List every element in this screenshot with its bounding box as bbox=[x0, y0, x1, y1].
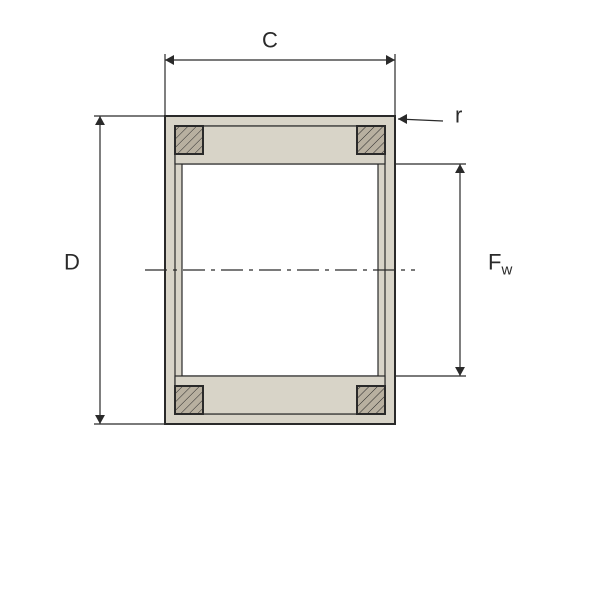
bottom-band bbox=[175, 376, 385, 414]
top-band bbox=[175, 126, 385, 164]
dim-label-fw: Fw bbox=[488, 250, 512, 279]
arrowhead bbox=[455, 164, 465, 173]
dim-label-r: r bbox=[455, 103, 462, 128]
arrowhead bbox=[455, 367, 465, 376]
dim-label-c: C bbox=[262, 28, 278, 53]
arrowhead bbox=[95, 116, 105, 125]
bearing-cross-section-diagram: C D Fw r bbox=[0, 0, 600, 600]
arrowhead bbox=[398, 114, 407, 124]
corner-block-3 bbox=[357, 386, 385, 414]
arrowhead bbox=[165, 55, 174, 65]
corner-block-0 bbox=[175, 126, 203, 154]
dim-label-d: D bbox=[64, 250, 80, 275]
corner-block-1 bbox=[357, 126, 385, 154]
arrowhead bbox=[386, 55, 395, 65]
corner-block-2 bbox=[175, 386, 203, 414]
arrowhead bbox=[95, 415, 105, 424]
